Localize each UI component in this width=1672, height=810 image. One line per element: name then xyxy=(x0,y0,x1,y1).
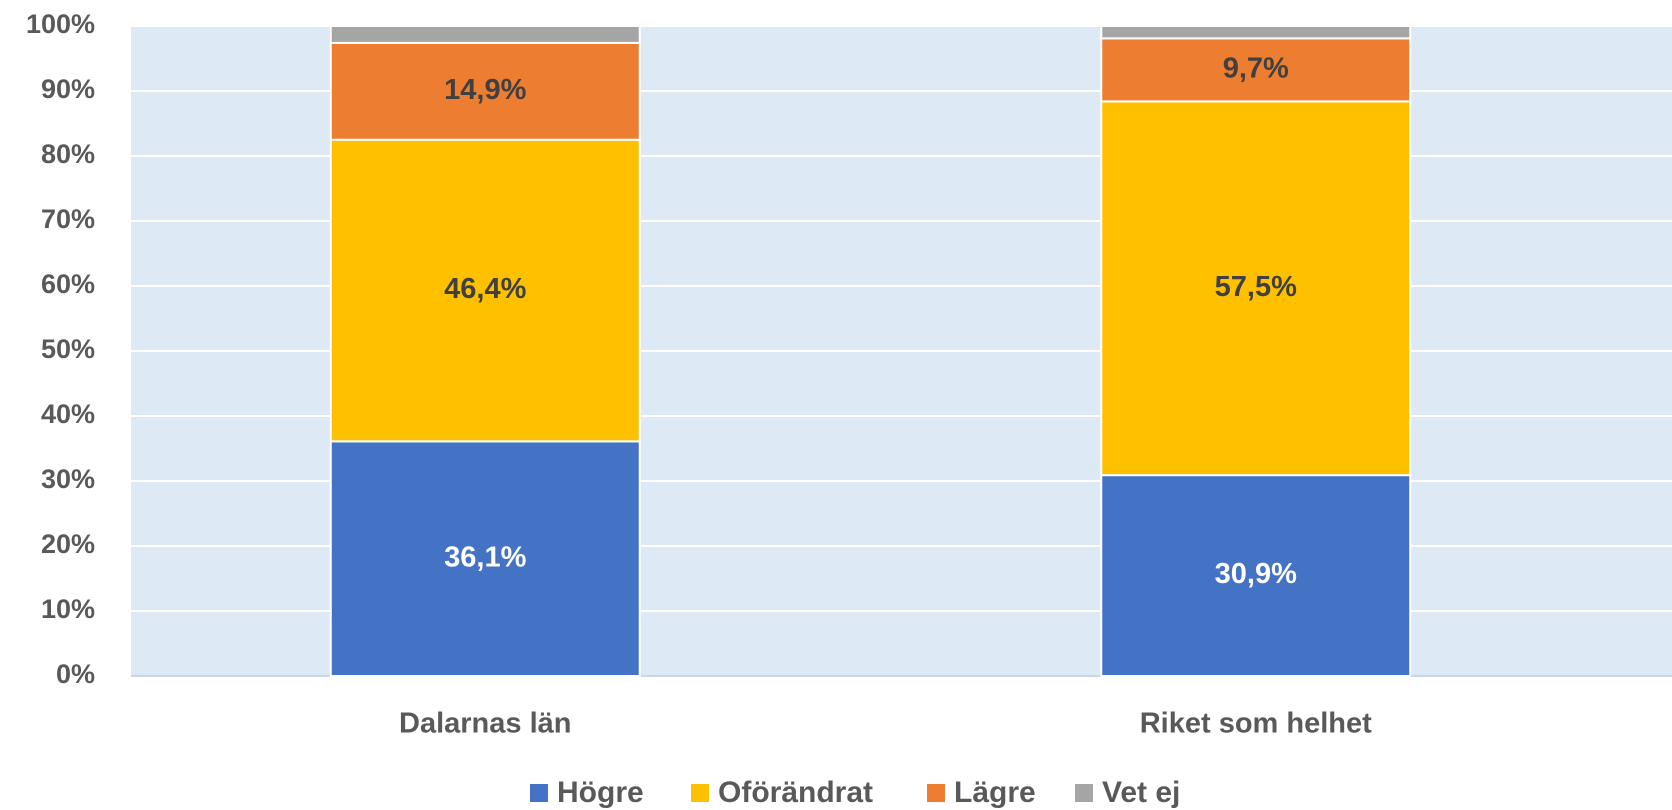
legend-swatch xyxy=(1075,784,1093,802)
x-tick-label: Riket som helhet xyxy=(1140,708,1372,740)
y-tick-label: 100% xyxy=(26,9,95,39)
bar-segment xyxy=(1100,474,1412,677)
data-label: 9,7% xyxy=(1223,53,1289,85)
bar-segment xyxy=(329,138,641,443)
y-tick-label: 0% xyxy=(56,659,95,689)
legend-swatch xyxy=(927,784,945,802)
data-label: 14,9% xyxy=(444,74,526,106)
legend-label: Vet ej xyxy=(1102,776,1180,809)
bar-segment xyxy=(1100,37,1412,103)
data-label: 30,9% xyxy=(1215,558,1297,590)
legend-swatch xyxy=(691,784,709,802)
bar-segment xyxy=(1100,100,1412,477)
y-tick-label: 90% xyxy=(41,74,95,104)
y-tick-label: 10% xyxy=(41,594,95,624)
legend-swatch xyxy=(530,784,548,802)
y-tick-label: 20% xyxy=(41,529,95,559)
y-tick-label: 50% xyxy=(41,334,95,364)
data-label: 57,5% xyxy=(1215,271,1297,303)
bar-segment xyxy=(1100,25,1412,40)
legend-label: Oförändrat xyxy=(718,776,873,809)
y-tick-label: 60% xyxy=(41,269,95,299)
legend-label: Lägre xyxy=(954,776,1036,809)
bar-segment xyxy=(329,41,641,141)
y-tick-label: 40% xyxy=(41,399,95,429)
data-label: 46,4% xyxy=(444,273,526,305)
y-tick-label: 30% xyxy=(41,464,95,494)
y-tick-label: 70% xyxy=(41,204,95,234)
bar-segment xyxy=(329,440,641,677)
bar-segment xyxy=(329,25,641,44)
x-tick-label: Dalarnas län xyxy=(399,708,571,740)
data-label: 36,1% xyxy=(444,541,526,573)
y-tick-label: 80% xyxy=(41,139,95,169)
legend-label: Högre xyxy=(557,776,644,809)
